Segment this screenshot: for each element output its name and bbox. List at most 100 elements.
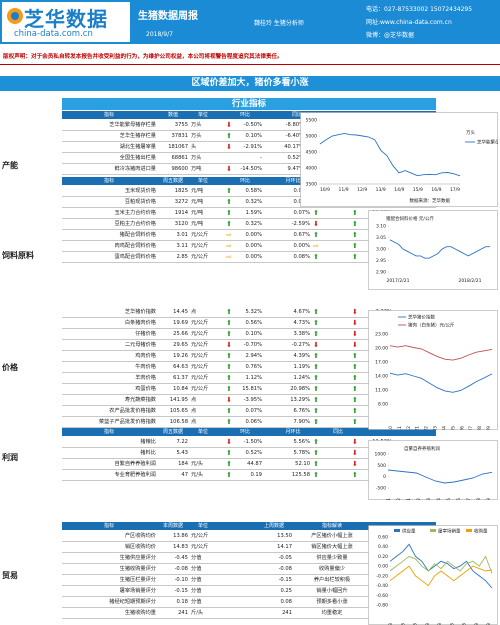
down-arrow-icon: ⬇ [313,220,319,228]
up-arrow-icon: ⬆ [226,330,232,338]
chart-frame [368,310,498,430]
up-arrow-icon: ⬆ [226,471,232,479]
table-row: 生猪供应量评分 -0.45 分值 -0.05 供应量少致量 [62,553,436,564]
report-title: 生猪数据周报 [138,11,198,22]
cell: 玉米现货价格 [124,188,156,194]
x-tick-label: 13/9 [376,187,386,193]
cell: 2.94% [245,353,262,359]
y-tick-label: 4000 [306,166,318,172]
logo-mark-icon [7,8,23,24]
cell: -8.80% [285,122,304,128]
cell: 点 [191,309,197,315]
cell: 分值 [191,588,202,594]
cell: 0.06% [245,419,262,425]
table-row: 生猪收购均重 241 斤/头 241 均重稳定 [62,608,436,619]
cell: 供应量少致量 [316,555,348,561]
up-arrow-icon: ⬆ [313,449,319,457]
cell: 全国生猪出栏量 [119,155,156,161]
table-row: 屠宰场销量评分 -0.15 分值 0.25 销量小幅回升 [62,586,436,597]
cell: 销区收购均价 [124,544,156,550]
category-label: 利润 [2,453,18,462]
cell: 0.19 [250,472,262,478]
cell: -2.59% [291,221,310,227]
cell: 猪料比 [140,450,156,456]
x-tick-label: 17/9 [450,187,460,193]
y-tick-label: 2.95 [376,258,386,264]
cell: -14.50% [240,166,262,172]
chart-frame [368,210,498,290]
legend-label: 猪配合饲料价格 元/公斤 [386,215,434,222]
column-header: 同比 [291,112,302,118]
y-tick-label: 0.20 [378,554,388,560]
up-arrow-icon: ⬆ [226,132,232,140]
cell: 3755 [174,122,188,128]
up-arrow-icon: ⬆ [226,352,232,360]
x-tick-label: 18/1 [406,498,412,500]
up-arrow-icon: ⬆ [226,187,232,195]
cell: 13.29% [290,397,310,403]
cell: 0.76% [245,364,262,370]
cell: 141.95 [169,397,188,403]
y-tick-label: 0 [383,474,386,480]
cell: -0.45 [174,555,188,561]
report-date: 2018/9/7 [146,31,173,38]
x-tick-label: 18/4 [441,426,447,430]
column-header: 单位 [197,112,208,118]
x-tick-label: 17/12 [396,498,402,500]
up-arrow-icon: ⬆ [313,418,319,426]
up-arrow-icon: ⬆ [226,460,232,468]
up-arrow-icon: ⬆ [313,471,319,479]
flat-arrow-icon: ⇨ [226,242,232,250]
cell: 0.56% [245,320,262,326]
divider [0,64,500,65]
cell: 斤/头 [191,610,204,616]
x-tick-label: 18/2 [416,498,422,500]
chart-source: 数据来源：芝华数据 [410,197,451,204]
cell: 52.10 [295,461,310,467]
cell: 7.90% [293,419,310,425]
cell: 0.07% [293,210,310,216]
legend-label: 收购量 [474,528,488,535]
cell: 5.43 [176,450,188,456]
cell: 4.67% [293,309,310,315]
cell: 元/吨 [191,199,204,205]
contact-site[interactable]: 网址:www.china-data.com.cn [366,19,452,26]
cell: 241 [178,610,188,616]
x-tick-label: 18/7 [468,426,474,430]
series-line-2 [389,345,493,361]
up-arrow-icon: ⬆ [313,209,319,217]
cell: 点 [191,419,197,425]
cell: 3.38% [293,331,310,337]
column-header: 上周数据 [263,523,284,529]
cell: 0.58% [245,188,262,194]
cell: 0.25 [280,588,292,594]
cell: 芝华生猪存栏量 [119,133,156,139]
cell: 181067 [168,144,188,150]
up-arrow-icon: ⬆ [352,374,358,382]
cell: 241 [282,610,292,616]
cell: 玉米主力合约价格 [114,210,156,216]
cell: 屠宰场销量评分 [119,588,156,594]
y-tick-label: -500 [376,486,386,492]
cell: 鸡肉价格 [135,353,156,359]
cell: 元/公斤 [191,254,209,260]
cell: 生猪供应量评分 [119,555,156,561]
column-header: 环比 [239,112,250,118]
up-arrow-icon: ⬆ [313,319,319,327]
x-tick-label: 17/11 [386,498,392,500]
contact-tel: 电话：027-87533002 15072434295 [366,6,473,13]
cell: -0.08 [174,566,188,572]
x-tick-label: 18/9 [486,498,492,500]
up-arrow-icon: ⬆ [313,363,319,371]
cell: -1.50% [243,439,262,445]
cell: 元/吨 [191,221,204,227]
column-header: 环比 [239,178,250,184]
cell: 7.22 [176,439,188,445]
y-tick-label: 17.00 [375,360,388,366]
cell: 菜篮子产品批发价格指数 [98,419,156,425]
y-tick-label: -0.60 [376,593,388,599]
column-header: 月环比 [285,178,301,184]
x-tick-label: 18/6 [456,498,462,500]
cell: 产区猪价小幅上涨 [311,533,353,539]
